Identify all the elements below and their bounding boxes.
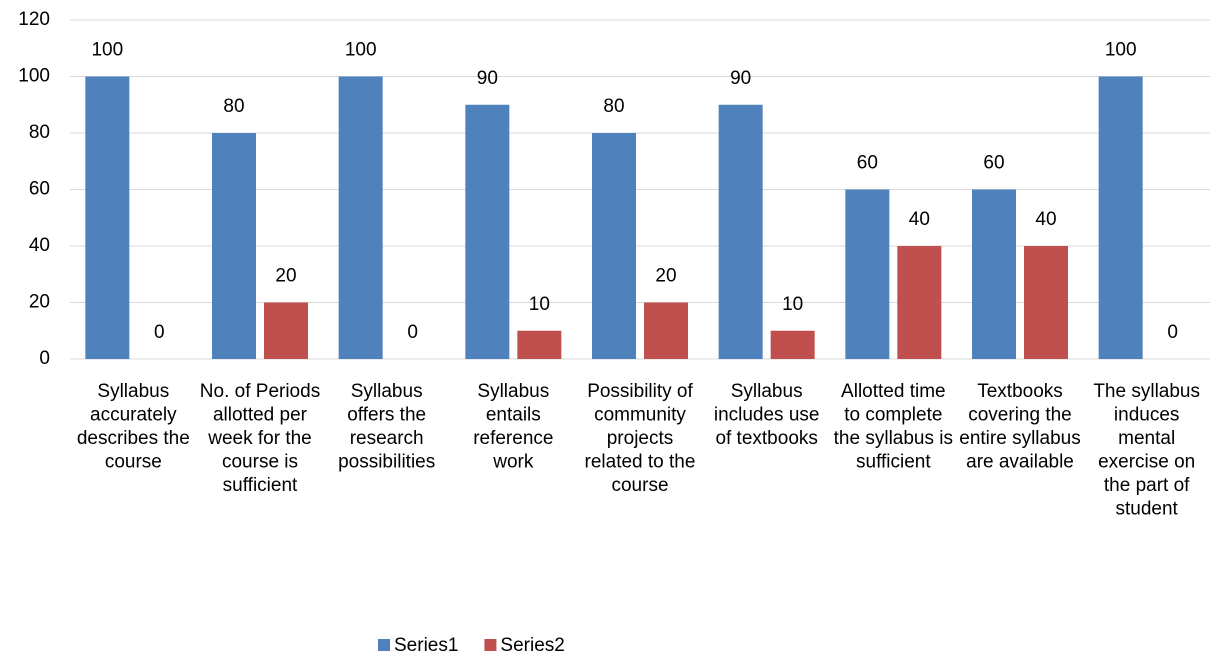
data-label: 80 bbox=[603, 96, 624, 117]
x-tick-label: Textbooks covering the entire syllabus are … bbox=[959, 381, 1080, 473]
data-label: 0 bbox=[407, 322, 418, 343]
x-tick-label: The syllabus induces mental exercise on the … bbox=[1093, 381, 1200, 520]
data-label: 40 bbox=[1035, 209, 1056, 230]
bar bbox=[338, 76, 383, 359]
y-tick-label: 0 bbox=[39, 348, 50, 369]
bar bbox=[517, 330, 562, 359]
bar bbox=[770, 330, 815, 359]
bar bbox=[644, 302, 688, 359]
data-label: 60 bbox=[983, 153, 1004, 174]
x-tick-label: Possibility of community projects related t… bbox=[585, 381, 696, 496]
data-label: 0 bbox=[154, 322, 165, 343]
bar bbox=[1098, 76, 1143, 359]
y-tick-label: 100 bbox=[18, 66, 50, 87]
bar bbox=[972, 189, 1016, 359]
data-label: 10 bbox=[529, 294, 550, 315]
y-tick-label: 120 bbox=[18, 9, 50, 30]
data-label: 100 bbox=[91, 40, 123, 61]
y-tick-label: 40 bbox=[29, 235, 50, 256]
data-label: 40 bbox=[909, 209, 930, 230]
x-tick-label: Syllabus offers the research possibilities bbox=[338, 381, 435, 473]
data-label: 80 bbox=[223, 96, 244, 117]
data-label: 10 bbox=[782, 294, 803, 315]
data-label: 100 bbox=[345, 40, 377, 61]
bar bbox=[718, 104, 763, 359]
legend-swatch bbox=[484, 639, 497, 651]
y-tick-label: 20 bbox=[29, 292, 50, 313]
y-tick-label: 60 bbox=[29, 179, 50, 200]
x-tick-label: Syllabus includes use of textbooks bbox=[714, 381, 820, 449]
data-label: 20 bbox=[275, 266, 296, 287]
x-tick-label: Allotted time to complete the syllabus is s… bbox=[834, 381, 953, 473]
x-tick-label: No. of Periods allotted per week for the co… bbox=[200, 381, 320, 496]
bar bbox=[264, 302, 308, 359]
x-tick-label: Syllabus accurately describes the course bbox=[77, 381, 190, 473]
y-tick-label: 80 bbox=[29, 122, 50, 143]
bar bbox=[1024, 246, 1068, 359]
legend-swatch bbox=[378, 639, 390, 651]
data-label: 0 bbox=[1167, 322, 1178, 343]
bar bbox=[212, 133, 256, 359]
legend-label: Series1 bbox=[394, 635, 458, 656]
data-label: 90 bbox=[730, 68, 751, 89]
x-tick-label: Syllabus entails reference work bbox=[473, 381, 553, 473]
bar bbox=[465, 104, 510, 359]
legend-label: Series2 bbox=[500, 635, 564, 656]
bar bbox=[897, 246, 942, 359]
data-label: 20 bbox=[655, 266, 676, 287]
data-label: 100 bbox=[1105, 40, 1137, 61]
data-label: 90 bbox=[477, 68, 498, 89]
bar bbox=[592, 133, 636, 359]
bar bbox=[85, 76, 130, 359]
data-label: 60 bbox=[857, 153, 878, 174]
bar bbox=[845, 189, 890, 359]
